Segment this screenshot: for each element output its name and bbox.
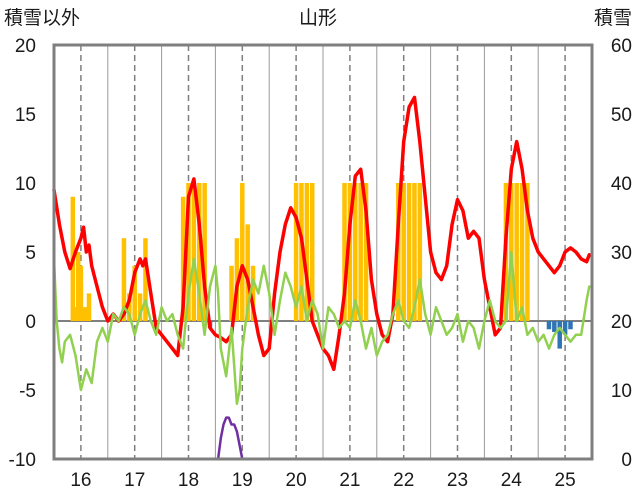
bar-0-32 [401,183,406,321]
bar-0-23 [299,183,304,321]
bar-0-2 [75,252,81,321]
bar-0-13 [186,183,191,321]
bar-0-8 [127,293,132,321]
bar-0-34 [412,183,417,321]
line-series [52,95,594,461]
y-left-tick-label: 0 [25,312,36,333]
bar-0-24 [304,183,310,321]
bar-1-5 [568,321,573,330]
right-axis-title: 積雪 [594,7,632,29]
bar-0-27 [347,183,353,321]
y-left-tick-label: 20 [15,36,36,57]
bar-0-33 [406,183,412,321]
bar-0-20 [245,224,250,321]
y-left-tick-label: 5 [25,243,36,264]
y-left-tick-label: 10 [15,174,36,195]
bar-0-22 [293,183,299,321]
bar-0-14 [191,183,197,321]
bar-0-7 [121,238,127,321]
bar-0-1 [73,307,78,321]
bar-0-12 [180,196,186,321]
bar-0-29 [358,183,363,321]
line-series-0 [52,95,592,372]
y-right-tick-label: 20 [611,312,632,333]
y-right-tick-label: 50 [611,105,632,126]
x-tick-label: 23 [447,470,468,491]
y-right-tick-label: 60 [611,36,632,57]
bar-0-11 [143,238,148,321]
bar-0-28 [353,183,358,321]
plot-frame [52,43,594,461]
x-tick-label: 17 [124,470,145,491]
chart-title: 山形 [299,7,337,29]
y-right-tick-label: 40 [611,174,632,195]
bar-0-4 [81,307,86,321]
bar-0-5 [84,307,89,321]
bar-0-39 [519,183,525,321]
bar-0-35 [417,183,423,321]
x-tick-label: 25 [555,470,576,491]
bar-0-17 [229,265,234,321]
y-right-tick-label: 10 [611,381,632,402]
y-left-tick-label: 15 [15,105,36,126]
x-tick-label: 20 [286,470,307,491]
y-right-tick-label: 0 [621,450,632,471]
y-left-tick-label: -10 [9,450,36,471]
bar-0-16 [202,183,207,321]
left-axis-title: 積雪以外 [4,7,80,29]
bar-1-1 [546,321,552,330]
bar-1-3 [557,321,562,349]
x-tick-label: 16 [70,470,91,491]
x-tick-label: 21 [339,470,360,491]
bar-0-9 [132,265,137,321]
y-left-tick-label: -5 [19,381,36,402]
bar-0-10 [137,293,143,321]
line-series-2 [52,416,594,461]
y-right-tick-label: 30 [611,243,632,264]
line-series-1 [52,250,591,406]
bar-0-15 [197,183,202,321]
x-tick-label: 19 [232,470,253,491]
bar-0-25 [309,183,315,321]
bar-0-3 [78,265,84,321]
x-tick-label: 24 [501,470,523,491]
bar-0-30 [363,183,369,321]
bar-0-6 [86,293,92,321]
x-tick-label: 22 [393,470,414,491]
bar-0-21 [250,265,256,321]
x-tick-label: 18 [178,470,199,491]
bar-0-26 [342,183,347,321]
bar-0-40 [525,183,530,321]
bar-0-19 [240,183,245,321]
bar-1-2 [552,321,557,333]
bar-1-4 [562,321,568,335]
bar-0-38 [514,183,519,321]
